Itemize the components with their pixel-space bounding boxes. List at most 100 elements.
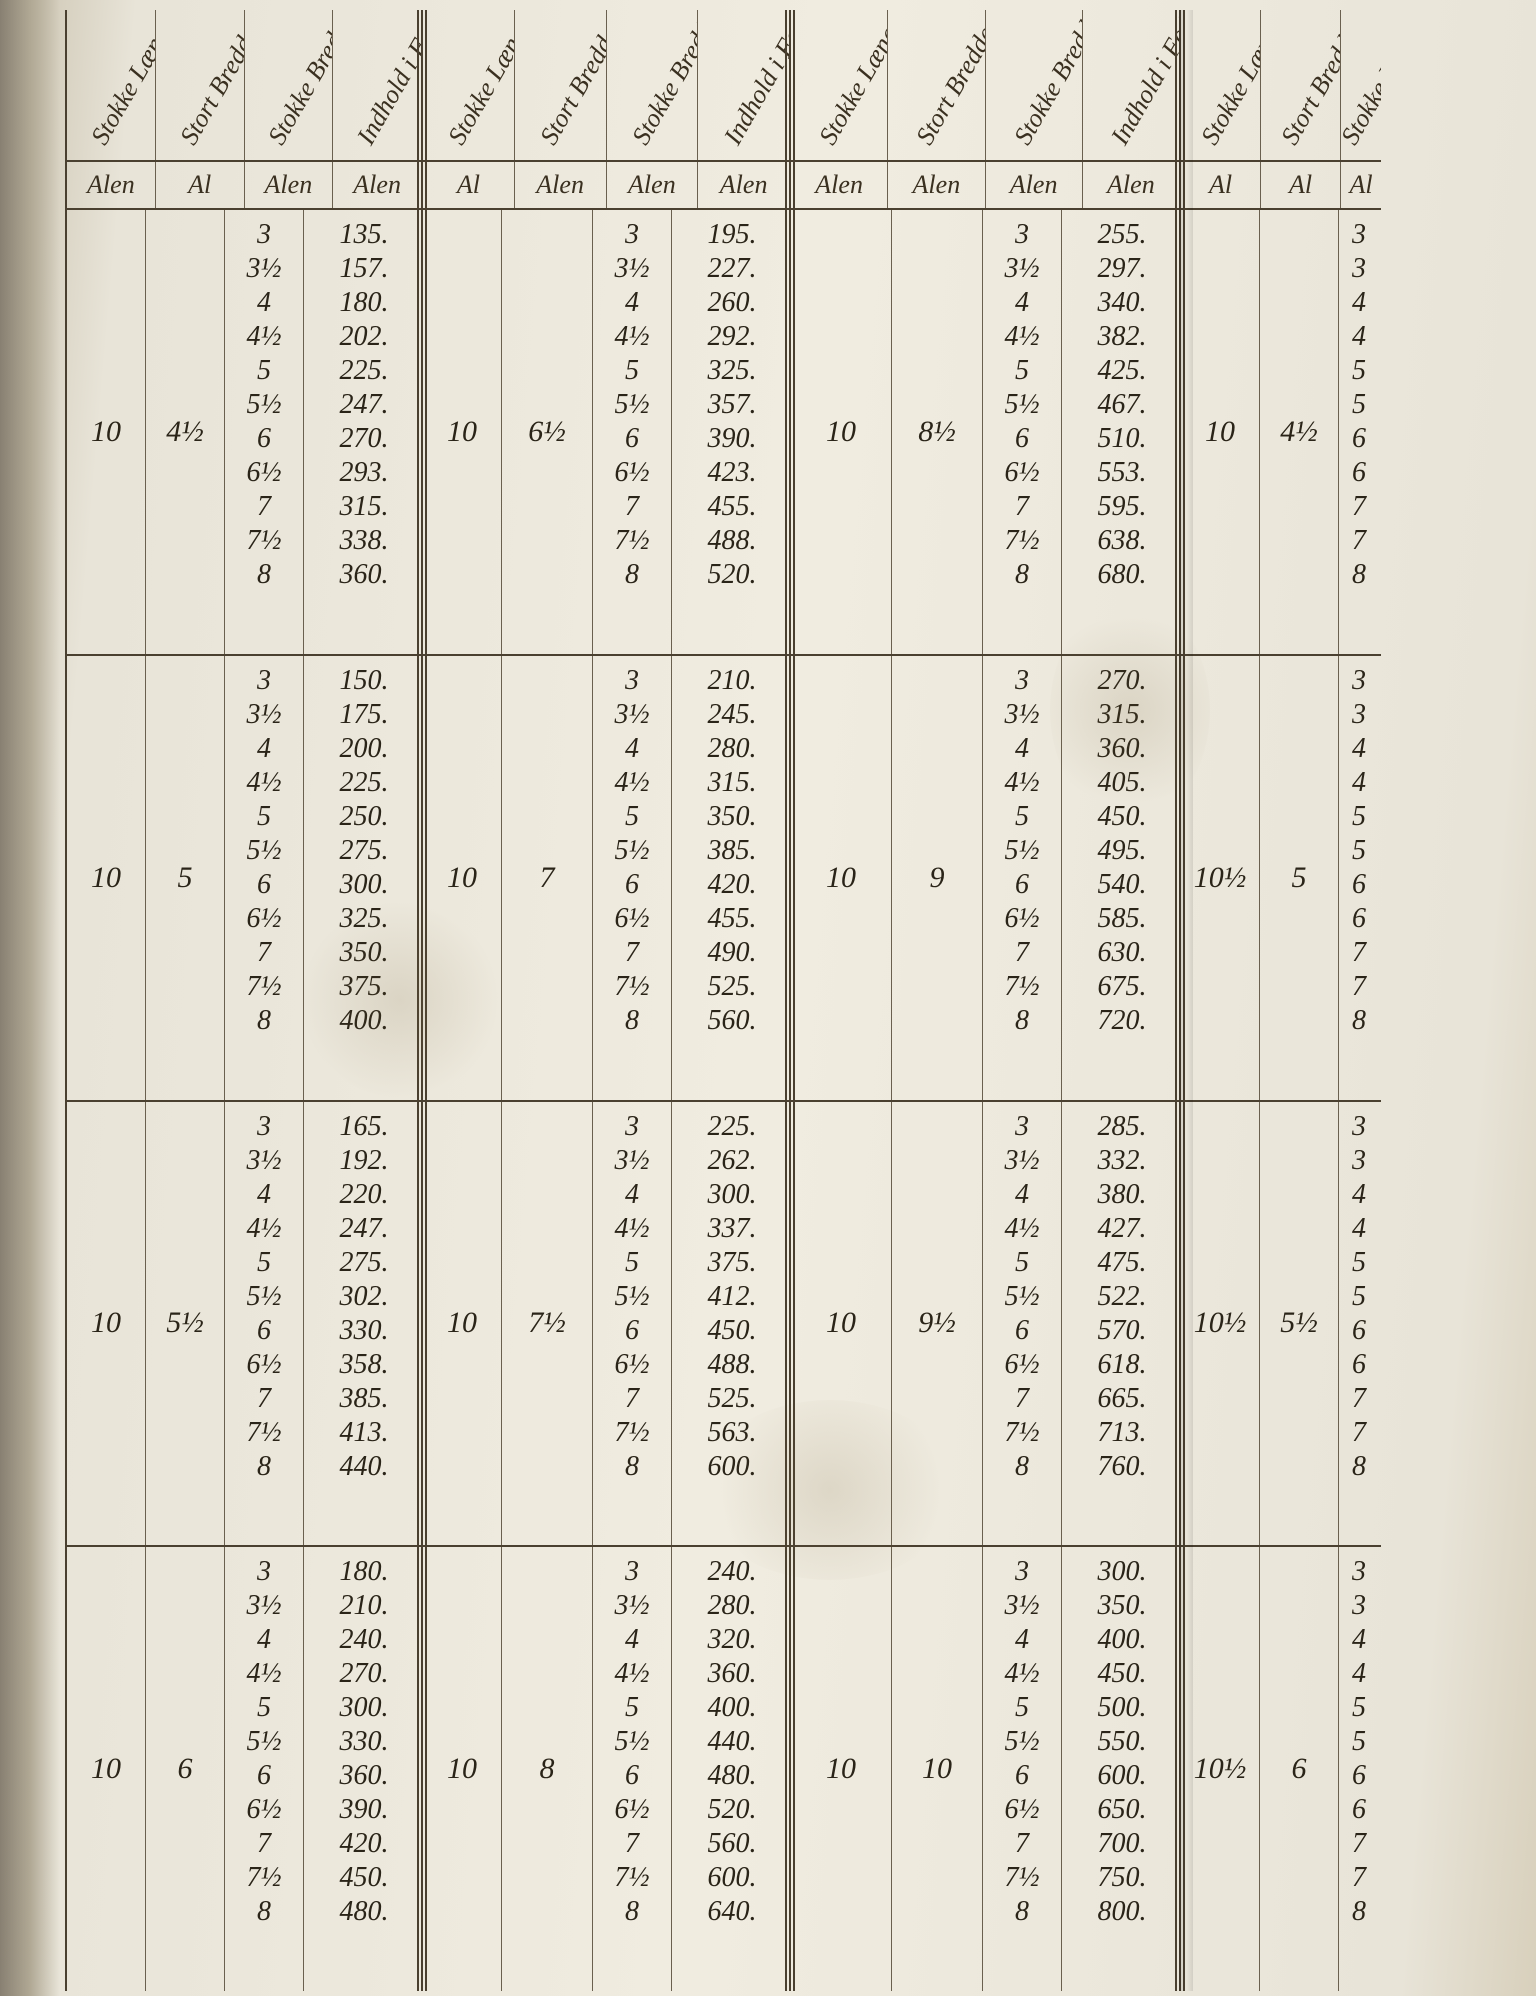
result-value: 350.	[708, 800, 757, 834]
result-value: 440.	[708, 1725, 757, 1759]
fraction-value: 5½	[1005, 1725, 1040, 1759]
result-value: 640.	[708, 1895, 757, 1929]
fraction-value: 3	[1352, 218, 1366, 252]
width-cell: 8	[502, 1547, 593, 1991]
fraction-value: 8	[625, 1450, 639, 1484]
result-value: 255.	[1098, 218, 1147, 252]
unit-cell: Alen	[607, 162, 699, 208]
fraction-value: 6½	[247, 456, 282, 490]
fraction-value: 5	[1352, 388, 1366, 422]
result-list: 165.192.220.247.275.302.330.358.385.413.…	[304, 1102, 424, 1546]
fraction-value: 7	[257, 1382, 271, 1416]
width-cell: 4½	[146, 210, 225, 654]
fraction-value: 5½	[615, 834, 650, 868]
fraction-value: 4½	[247, 320, 282, 354]
page-fold-shadow	[1179, 10, 1193, 1991]
group-body: 104½33½44½55½66½77½8135.157.180.202.225.…	[67, 210, 421, 1991]
fraction-value: 5	[1352, 354, 1366, 388]
fraction-value: 4	[625, 1623, 639, 1657]
result-value: 618.	[1098, 1348, 1147, 1382]
result-value: 600.	[708, 1861, 757, 1895]
fraction-value: 7	[1015, 1382, 1029, 1416]
fraction-value: 3½	[615, 698, 650, 732]
result-value: 360.	[340, 1759, 389, 1793]
fraction-value: 5	[1352, 1246, 1366, 1280]
result-value: 638.	[1098, 524, 1147, 558]
table-row-block: 109½33½44½55½66½77½8285.332.380.427.475.…	[791, 1102, 1179, 1548]
fraction-value: 4	[257, 286, 271, 320]
result-list: 270.315.360.405.450.495.540.585.630.675.…	[1062, 656, 1182, 1100]
width-cell: 9½	[892, 1102, 983, 1546]
width-cell: 9	[892, 656, 983, 1100]
result-value: 412.	[708, 1280, 757, 1314]
result-value: 227.	[708, 252, 757, 286]
result-list: 300.350.400.450.500.550.600.650.700.750.…	[1062, 1547, 1182, 1991]
fraction-value: 6	[1352, 1314, 1366, 1348]
header-row: Stokke Længde Stort Bredde Stokke Bredde	[1181, 10, 1381, 162]
fraction-value: 4	[1352, 1178, 1366, 1212]
unit-cell: Al	[1261, 162, 1341, 208]
result-value: 750.	[1098, 1861, 1147, 1895]
result-value: 320.	[708, 1623, 757, 1657]
fraction-value: 4	[1015, 732, 1029, 766]
result-value: 292.	[708, 320, 757, 354]
fraction-value: 6½	[615, 456, 650, 490]
result-value: 270.	[1098, 664, 1147, 698]
result-value: 247.	[340, 1212, 389, 1246]
fraction-value: 6½	[247, 902, 282, 936]
result-value: 285.	[1098, 1110, 1147, 1144]
fraction-value: 5½	[615, 388, 650, 422]
result-value: 260.	[708, 286, 757, 320]
fraction-value: 3	[257, 1110, 271, 1144]
result-value: 420.	[708, 868, 757, 902]
width-cell: 7½	[502, 1102, 593, 1546]
result-value: 650.	[1098, 1793, 1147, 1827]
result-value: 450.	[1098, 800, 1147, 834]
fraction-value: 5	[1015, 1691, 1029, 1725]
fraction-value: 3	[257, 664, 271, 698]
result-value: 390.	[708, 422, 757, 456]
fraction-value: 6	[625, 868, 639, 902]
result-value: 450.	[340, 1861, 389, 1895]
result-value: 405.	[1098, 766, 1147, 800]
width-cell: 6	[1260, 1547, 1339, 1991]
fraction-value: 5½	[615, 1725, 650, 1759]
fraction-value: 7½	[615, 524, 650, 558]
result-value: 225.	[340, 354, 389, 388]
result-value: 570.	[1098, 1314, 1147, 1348]
fraction-value: 3½	[615, 252, 650, 286]
length-cell: 10	[67, 656, 146, 1100]
fraction-value: 7	[1352, 1861, 1366, 1895]
result-value: 360.	[340, 558, 389, 592]
result-value: 490.	[708, 936, 757, 970]
unit-row: Alen Alen Alen Alen	[791, 162, 1179, 210]
header-label: Stokke Bredde	[1341, 10, 1381, 150]
fraction-value: 6	[257, 868, 271, 902]
result-value: 540.	[1098, 868, 1147, 902]
fraction-value: 5½	[1005, 834, 1040, 868]
result-value: 413.	[340, 1416, 389, 1450]
result-value: 202.	[340, 320, 389, 354]
fraction-value: 6	[1352, 902, 1366, 936]
fraction-value: 6½	[247, 1348, 282, 1382]
fraction-value: 3	[257, 218, 271, 252]
fraction-value: 7½	[615, 1861, 650, 1895]
result-value: 337.	[708, 1212, 757, 1246]
result-value: 450.	[1098, 1657, 1147, 1691]
fraction-value: 6½	[1005, 1793, 1040, 1827]
result-value: 180.	[340, 286, 389, 320]
unit-row: Alen Al Alen Alen	[67, 162, 421, 210]
group-body: 108½33½44½55½66½77½8255.297.340.382.425.…	[791, 210, 1179, 1991]
table-row-block: 10833½44½55½66½77½8240.280.320.360.400.4…	[423, 1547, 789, 1991]
width-cell: 5	[146, 656, 225, 1100]
fraction-value: 5	[1352, 1725, 1366, 1759]
result-value: 220.	[340, 1178, 389, 1212]
fraction-value: 6	[625, 1314, 639, 1348]
result-value: 385.	[340, 1382, 389, 1416]
result-value: 375.	[708, 1246, 757, 1280]
result-value: 520.	[708, 558, 757, 592]
fraction-list: 33½44½55½66½77½8	[225, 1547, 304, 1991]
fraction-value: 4	[257, 1178, 271, 1212]
fraction-value: 8	[257, 558, 271, 592]
header-label: Stokke Bredde	[1008, 10, 1083, 150]
